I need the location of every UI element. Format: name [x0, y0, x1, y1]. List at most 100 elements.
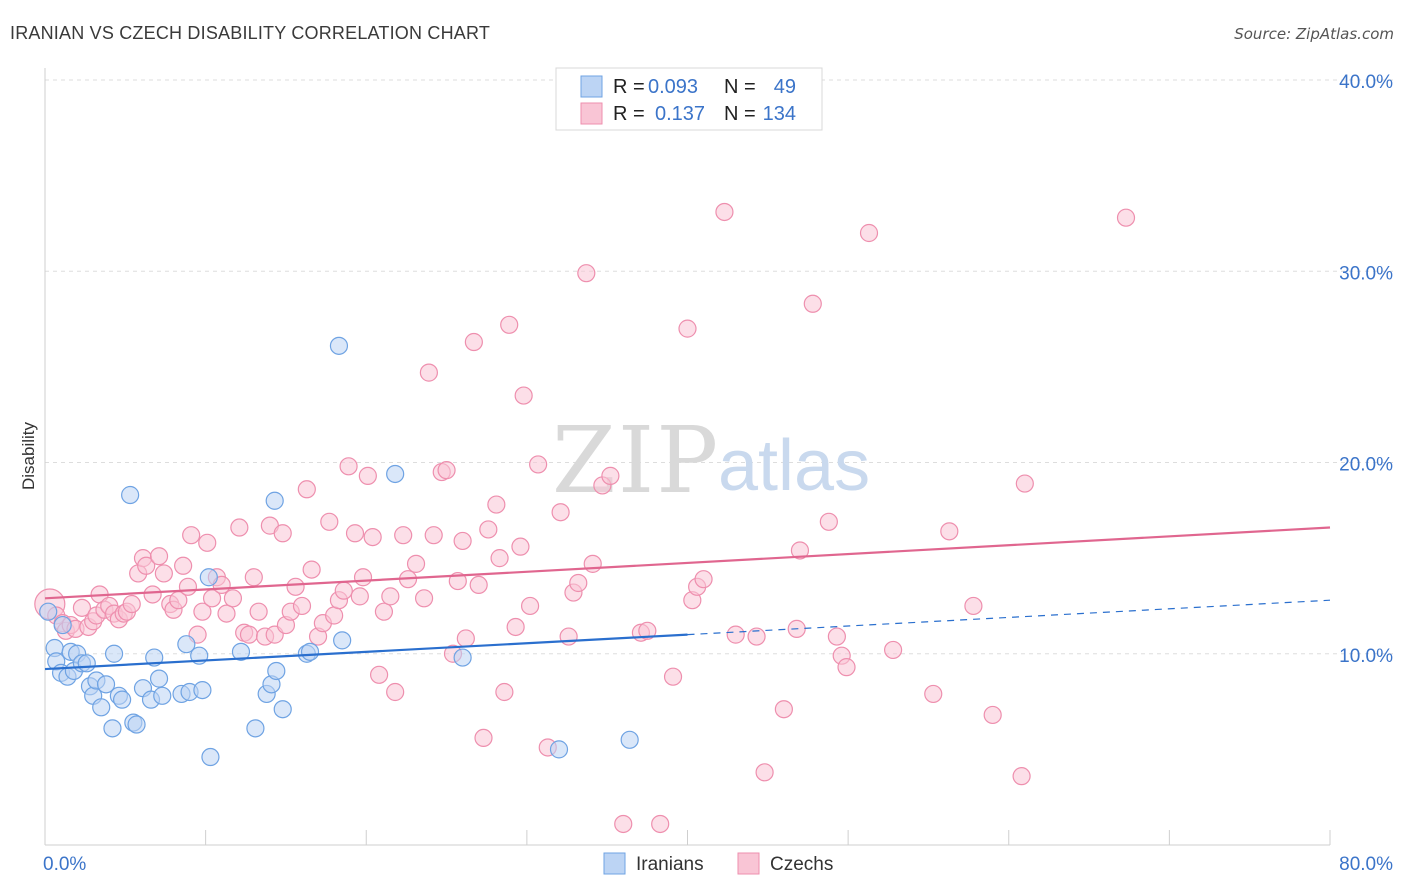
- czechs-point: [414, 589, 434, 608]
- gridlines: [45, 79, 1393, 655]
- czechs-point: [1012, 767, 1031, 786]
- iranians-point: [267, 661, 286, 681]
- czechs-point: [638, 621, 657, 640]
- y-tick-label-40: 40.0%: [1339, 72, 1393, 93]
- czechs-point: [149, 547, 169, 566]
- iranians-points: [39, 336, 639, 767]
- czechs-point: [72, 598, 92, 617]
- czechs-point: [469, 575, 488, 595]
- czechs-point: [453, 531, 472, 551]
- iranians-point: [153, 686, 172, 705]
- iranians-point: [112, 690, 132, 709]
- czechs-point: [1116, 208, 1136, 227]
- czechs-point: [374, 602, 394, 621]
- czechs-point: [122, 594, 141, 614]
- iranians-point: [127, 715, 146, 734]
- czechs-point: [223, 589, 243, 608]
- czechs-point: [614, 814, 633, 834]
- czechs-point: [924, 684, 943, 704]
- czechs-point: [339, 457, 358, 476]
- legend-r-label-czechs: R =: [613, 103, 645, 125]
- czechs-point: [569, 573, 588, 593]
- iranians-point: [199, 568, 218, 587]
- czechs-point: [464, 332, 483, 352]
- legend-n-value-iranians: 49: [774, 76, 796, 98]
- legend-r-value-czechs: 0.137: [655, 103, 705, 125]
- iranians-point: [549, 740, 569, 759]
- czechs-point: [487, 495, 506, 514]
- czechs-point: [490, 549, 509, 568]
- legend-swatch-iranians: [580, 75, 603, 98]
- czechs-point: [520, 596, 540, 616]
- legend-swatch-czechs: [580, 102, 603, 125]
- x-axis-ticks: [44, 830, 1331, 845]
- legend-n-value-czechs: 134: [763, 103, 796, 125]
- czechs-point: [651, 814, 670, 834]
- iranians-point: [104, 644, 124, 663]
- czechs-point: [511, 537, 530, 556]
- iranians-point: [333, 631, 352, 650]
- czechs-point: [350, 587, 369, 606]
- czechs-point: [755, 763, 774, 782]
- czechs-point: [715, 202, 734, 222]
- czechs-point: [495, 682, 514, 702]
- iranians-point: [96, 675, 116, 694]
- czechs-point: [940, 522, 959, 541]
- czechs-point: [154, 564, 173, 583]
- czechs-point: [302, 560, 321, 579]
- series-legend: Iranians Czechs: [603, 852, 833, 875]
- czechs-point: [297, 480, 316, 499]
- legend-r-label-iranians: R =: [613, 76, 645, 98]
- iranians-point: [329, 336, 349, 355]
- series-legend-label-czechs: Czechs: [770, 854, 833, 875]
- czechs-point: [292, 596, 312, 616]
- czechs-point: [577, 264, 596, 283]
- iranians-point: [453, 648, 472, 667]
- iranians-point: [53, 615, 72, 635]
- iranians-point: [265, 491, 284, 510]
- legend-r-value-iranians: 0.093: [648, 76, 698, 98]
- czechs-point: [506, 617, 525, 637]
- x-tick-label-max: 80.0%: [1339, 854, 1393, 875]
- czechs-point: [345, 524, 365, 543]
- czechs-point: [419, 363, 438, 382]
- watermark-zip: ZIP: [552, 407, 720, 514]
- czechs-point: [964, 596, 983, 616]
- czechs-point: [514, 386, 533, 405]
- czechs-point: [747, 627, 766, 646]
- czechs-point: [249, 602, 268, 621]
- iranians-point: [149, 669, 169, 688]
- czechs-point: [244, 568, 263, 587]
- iranians-trend-line-extension: [687, 599, 1331, 636]
- iranians-point: [39, 602, 58, 621]
- iranians-point: [92, 698, 111, 717]
- czechs-point: [182, 526, 201, 545]
- y-axis-tick-labels: 10.0% 20.0% 30.0% 40.0%: [1339, 72, 1393, 667]
- chart-source: Source: ZipAtlas.com: [1234, 25, 1394, 43]
- czechs-point: [601, 466, 620, 485]
- iranians-trend-line: [44, 633, 688, 671]
- czechs-point: [694, 570, 713, 589]
- czechs-point: [551, 503, 570, 522]
- series-legend-swatch-czechs: [737, 852, 760, 875]
- czechs-point: [217, 604, 236, 623]
- series-legend-label-iranians: Iranians: [636, 854, 704, 875]
- czechs-point: [529, 455, 548, 474]
- iranians-point: [201, 747, 220, 767]
- x-tick-label-min: 0.0%: [43, 854, 86, 875]
- czechs-point: [394, 526, 413, 545]
- series-legend-swatch-iranians: [603, 852, 626, 875]
- czechs-point: [334, 581, 353, 600]
- czechs-point: [353, 568, 373, 587]
- watermark: ZIP atlas: [552, 407, 870, 514]
- iranians-point: [121, 485, 140, 505]
- czechs-point: [726, 625, 745, 644]
- czechs-point: [983, 705, 1002, 725]
- czechs-point: [883, 640, 903, 660]
- iranians-point: [77, 654, 96, 673]
- czechs-point: [827, 627, 846, 646]
- iranians-point: [300, 642, 320, 661]
- iranians-point: [103, 719, 122, 738]
- iranians-point: [231, 642, 251, 661]
